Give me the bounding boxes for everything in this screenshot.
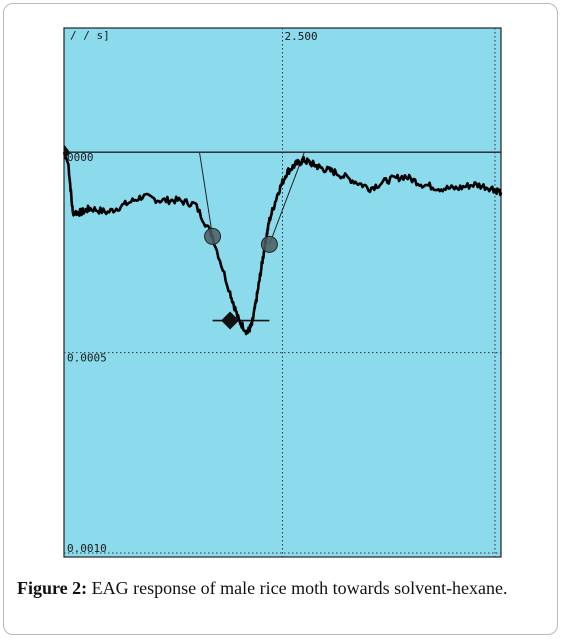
tangent-line	[268, 152, 305, 245]
figure-caption: Figure 2: EAG response of male rice moth…	[17, 578, 547, 599]
figure-caption-text: EAG response of male rice moth towards s…	[91, 578, 508, 598]
x-tick-label: 2.500	[285, 30, 318, 43]
cursor-circle-marker	[260, 235, 278, 253]
figure-label: Figure 2:	[17, 578, 88, 598]
y-tick-label: 0.0005	[67, 352, 107, 365]
y-tick-label: 0000	[67, 151, 94, 164]
cursor-circle-marker	[204, 227, 222, 245]
grid-layer	[64, 28, 501, 557]
stimulus-start-marker	[64, 144, 70, 161]
marker-layer	[64, 144, 278, 330]
y-tick-label: 0.0010	[67, 542, 107, 555]
y-unit-label: / / s]	[70, 29, 110, 42]
peak-diamond-marker	[221, 311, 240, 330]
tangent-line	[198, 152, 214, 237]
tick-label-layer: 2.500 0000 0.0005 0.0010 / / s]	[67, 29, 318, 555]
